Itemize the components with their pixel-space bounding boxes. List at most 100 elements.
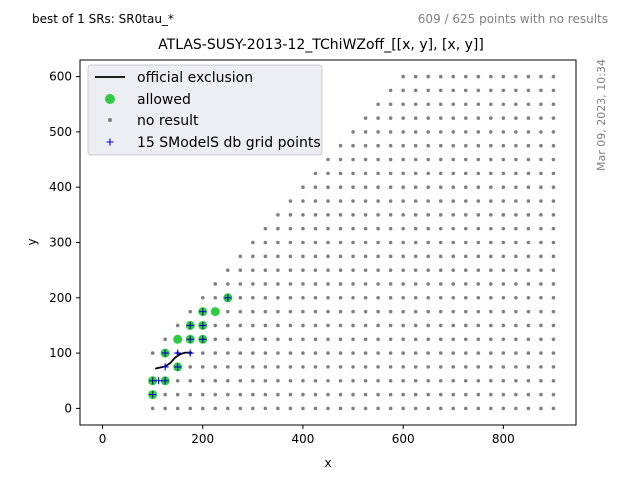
no-result-point: [288, 296, 293, 300]
no-result-point: [489, 240, 493, 245]
no-result-point: [551, 102, 556, 107]
no-result-point: [413, 130, 418, 134]
no-result-point: [526, 296, 531, 300]
no-result-point: [338, 337, 343, 342]
no-result-point: [363, 171, 368, 176]
no-result-point: [489, 365, 493, 369]
no-result-point: [426, 337, 431, 342]
no-result-point: [263, 240, 268, 245]
no-result-point: [376, 213, 380, 217]
no-result-point: [276, 365, 280, 369]
no-result-point: [413, 406, 418, 411]
no-result-point: [463, 102, 468, 107]
no-result-point: [551, 226, 556, 231]
no-result-point: [426, 88, 431, 93]
no-result-point: [539, 240, 543, 245]
no-result-point: [451, 392, 456, 397]
no-result-point: [501, 282, 506, 286]
no-result-point: [388, 102, 393, 107]
no-result-point: [413, 199, 418, 203]
no-result-point: [313, 199, 318, 203]
no-result-point: [401, 199, 405, 203]
no-result-point: [401, 102, 405, 107]
no-result-point: [388, 323, 393, 328]
no-result-point: [526, 157, 531, 162]
no-result-point: [263, 268, 268, 272]
no-result-point: [539, 226, 543, 231]
no-result-point: [501, 143, 506, 148]
no-result-point: [501, 254, 506, 259]
no-result-point: [288, 240, 293, 245]
no-result-point: [476, 351, 481, 355]
no-result-point: [413, 171, 418, 176]
no-result-point: [288, 199, 293, 203]
no-result-point: [489, 406, 493, 411]
no-result-point: [263, 296, 268, 300]
no-result-point: [451, 351, 456, 355]
no-result-point: [526, 351, 531, 355]
no-result-point: [551, 157, 556, 162]
no-result-point: [551, 392, 556, 397]
no-result-point: [476, 171, 481, 176]
no-result-point: [251, 351, 255, 355]
no-result-point: [401, 116, 405, 120]
no-result-point: [238, 337, 243, 342]
no-result-point: [401, 157, 405, 162]
no-result-point: [476, 337, 481, 342]
no-result-point: [501, 157, 506, 162]
no-result-point: [301, 323, 305, 328]
no-result-point: [539, 378, 543, 383]
no-result-point: [326, 268, 330, 272]
no-result-point: [463, 226, 468, 231]
no-result-point: [438, 296, 443, 300]
no-result-point: [326, 157, 330, 162]
no-result-point: [313, 213, 318, 217]
no-result-point: [301, 185, 305, 189]
no-result-point: [451, 171, 456, 176]
no-result-point: [426, 365, 431, 369]
no-result-point: [313, 282, 318, 286]
no-result-point: [438, 213, 443, 217]
no-result-point: [276, 392, 280, 397]
grid-point: [149, 377, 157, 385]
no-result-point: [326, 323, 330, 328]
no-result-point: [451, 143, 456, 148]
no-result-point: [351, 365, 355, 369]
no-result-point: [200, 365, 205, 369]
no-result-point: [489, 130, 493, 134]
no-result-point: [526, 406, 531, 411]
no-result-point: [526, 199, 531, 203]
no-result-point: [514, 323, 518, 328]
no-result-point: [326, 337, 330, 342]
no-result-point: [413, 240, 418, 245]
no-result-point: [363, 406, 368, 411]
no-result-point: [539, 254, 543, 259]
no-result-point: [188, 365, 193, 369]
no-result-point: [438, 88, 443, 93]
no-result-point: [476, 378, 481, 383]
no-result-point: [276, 296, 280, 300]
grid-point: [224, 294, 232, 302]
no-result-point: [225, 378, 230, 383]
no-result-point: [363, 309, 368, 314]
no-result-point: [413, 296, 418, 300]
no-result-point: [514, 74, 518, 79]
no-result-point: [313, 392, 318, 397]
no-result-point: [263, 254, 268, 259]
no-result-point: [276, 254, 280, 259]
no-result-point: [238, 323, 243, 328]
no-result-point: [451, 157, 456, 162]
axes: 0 200 400 600 800 0 100 200 300 400 500 600: [49, 59, 577, 446]
no-result-point: [526, 254, 531, 259]
no-result-point: [526, 213, 531, 217]
no-result-point: [526, 88, 531, 93]
no-result-point: [238, 378, 243, 383]
no-result-point: [263, 337, 268, 342]
no-result-point: [351, 240, 355, 245]
no-result-point: [489, 143, 493, 148]
no-result-point: [225, 309, 230, 314]
no-result-point: [476, 199, 481, 203]
no-result-point: [388, 282, 393, 286]
no-result-point: [401, 323, 405, 328]
